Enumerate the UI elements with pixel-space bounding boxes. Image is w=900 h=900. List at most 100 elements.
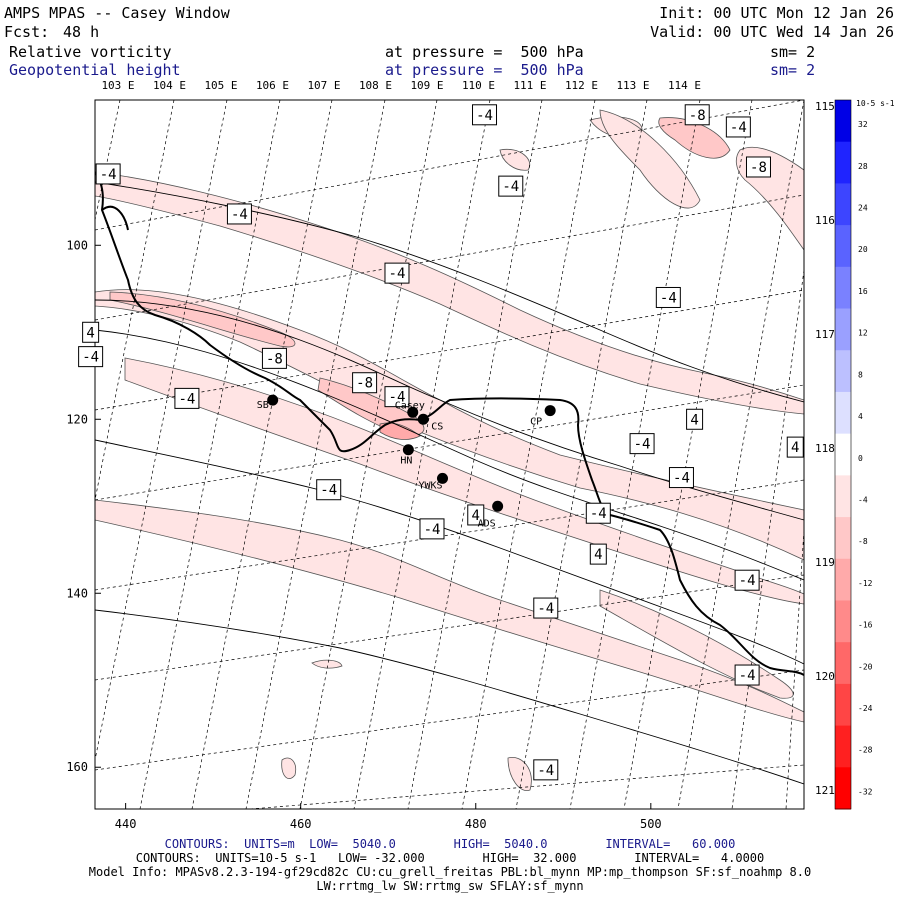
colorbar-tick-label: -32 bbox=[858, 787, 873, 796]
contour-label-box bbox=[684, 104, 710, 126]
contour-label: -4 bbox=[226, 203, 252, 225]
station-label: HN bbox=[400, 456, 412, 467]
contour-label-text: -4 bbox=[320, 483, 337, 499]
contour-label-box bbox=[668, 467, 694, 489]
vorticity-band bbox=[281, 757, 297, 779]
longitude-line bbox=[95, 100, 121, 221]
contour-label-box bbox=[226, 203, 252, 225]
colorbar-tick-label: 12 bbox=[858, 329, 868, 338]
contour-label: 4 bbox=[786, 436, 804, 458]
contour-label-box bbox=[533, 597, 559, 619]
longitude-label-top: 103 E bbox=[101, 79, 134, 92]
vorticity-band bbox=[507, 757, 532, 791]
contour-label-box bbox=[629, 433, 655, 455]
longitude-label-top: 113 E bbox=[616, 79, 649, 92]
colorbar-cell bbox=[835, 475, 851, 518]
longitude-label-top: 112 E bbox=[565, 79, 598, 92]
longitude-line bbox=[353, 100, 491, 809]
contour-label-box bbox=[78, 346, 104, 368]
station-label: YWKS bbox=[418, 480, 442, 491]
stations-layer: SB Casey CS HN YWKS ADS CP bbox=[257, 394, 556, 529]
colorbar-tick-label: -12 bbox=[858, 579, 873, 588]
valid-time: Valid: 00 UTC Wed 14 Jan 26 bbox=[650, 23, 894, 41]
contour-label: -8 bbox=[745, 156, 771, 178]
contour-label: -4 bbox=[725, 116, 751, 138]
contour-label: -4 bbox=[472, 104, 498, 126]
y-axis-ticks: 100 120 140 160 bbox=[66, 238, 101, 774]
colorbar-cell bbox=[835, 517, 851, 560]
forecast-label: Fcst: bbox=[4, 23, 50, 41]
contour-label-text: 4 bbox=[86, 325, 94, 341]
contour-label: -4 bbox=[498, 175, 524, 197]
contour-label: -4 bbox=[533, 759, 559, 781]
contour-label-text: -8 bbox=[356, 376, 373, 392]
colorbar-tick-label: 20 bbox=[858, 245, 868, 254]
contour-label-text: -4 bbox=[730, 120, 747, 136]
x-tick-label: 460 bbox=[290, 817, 312, 831]
contour-label-text: -4 bbox=[82, 350, 99, 366]
init-time: Init: 00 UTC Mon 12 Jan 26 bbox=[659, 4, 894, 22]
colorbar-cell bbox=[835, 683, 851, 727]
contour-label-box bbox=[725, 116, 751, 138]
latitude-line bbox=[249, 764, 804, 809]
longitude-line bbox=[95, 100, 228, 761]
contour-label: 4 bbox=[467, 504, 485, 526]
contour-label-box bbox=[352, 372, 378, 394]
contour-label-box bbox=[786, 436, 804, 458]
contour-label-text: -4 bbox=[178, 391, 195, 407]
contour-label-text: -8 bbox=[689, 108, 706, 124]
vorticity-band bbox=[95, 499, 804, 723]
longitude-label-top: 109 E bbox=[410, 79, 443, 92]
longitude-line bbox=[731, 269, 804, 809]
contour-label-text: 4 bbox=[472, 508, 480, 524]
longitude-label-top: 104 E bbox=[153, 79, 186, 92]
contour-label-box bbox=[95, 163, 121, 185]
colorbar-tick-label: 0 bbox=[858, 454, 863, 463]
colorbar-frame bbox=[834, 99, 852, 810]
longitude-line bbox=[245, 100, 386, 809]
contour-label-text: 4 bbox=[594, 547, 602, 563]
contour-label-text: -4 bbox=[389, 390, 406, 406]
colorbar-tick-label: -8 bbox=[858, 537, 868, 546]
colorbar-cell bbox=[835, 391, 851, 435]
height-contour bbox=[95, 439, 804, 665]
x-tick-label: 500 bbox=[640, 817, 662, 831]
longitude-label-top: 110 E bbox=[462, 79, 495, 92]
contour-label: -4 bbox=[629, 433, 655, 455]
colorbar-cell bbox=[835, 600, 851, 643]
colorbar-cell bbox=[835, 558, 851, 601]
colorbar-tick-label: 28 bbox=[858, 162, 868, 171]
contour-label-box bbox=[82, 321, 100, 343]
contour-label-text: 4 bbox=[690, 412, 698, 428]
contour-labels: -4 -4 -4 -4 -4 -8 -4 -8 -4 4 -4 -8 -8 -4 -4 4 -4 4 -4 -4 4 -4… bbox=[78, 104, 804, 781]
field1-name: Relative vorticity bbox=[9, 43, 172, 61]
map-frame bbox=[94, 99, 805, 810]
contour-label-box bbox=[655, 286, 681, 308]
colorbar-unit: 10-5 s-1 bbox=[856, 99, 895, 108]
station-label: ADS bbox=[478, 518, 496, 529]
station-marker bbox=[492, 500, 504, 512]
station-marker bbox=[267, 394, 279, 406]
contour-label-box bbox=[419, 518, 445, 540]
vorticity-band bbox=[499, 148, 531, 171]
station-marker bbox=[436, 472, 448, 484]
contour-label-text: -4 bbox=[424, 522, 441, 538]
field2-smoothing: sm= 2 bbox=[770, 61, 816, 79]
colorbar-cell bbox=[835, 642, 851, 685]
colorbar-cell bbox=[835, 433, 851, 476]
longitude-label-top: 108 E bbox=[359, 79, 392, 92]
contour-label-box bbox=[174, 387, 200, 409]
vorticity-band bbox=[311, 659, 343, 669]
colorbar-cell bbox=[835, 100, 851, 143]
colorbar-tick-label: -4 bbox=[858, 495, 868, 504]
longitude-label-top: 111 E bbox=[513, 79, 546, 92]
contour-label-text: -4 bbox=[739, 573, 756, 589]
colorbar-tick-label: -20 bbox=[858, 662, 873, 671]
height-contours bbox=[95, 181, 804, 785]
contour-label-text: -4 bbox=[673, 471, 690, 487]
contour-label: -4 bbox=[78, 346, 104, 368]
field2-level: at pressure = 500 hPa bbox=[385, 61, 584, 79]
longitude-line bbox=[677, 100, 804, 809]
contour-label: -4 bbox=[384, 262, 410, 284]
